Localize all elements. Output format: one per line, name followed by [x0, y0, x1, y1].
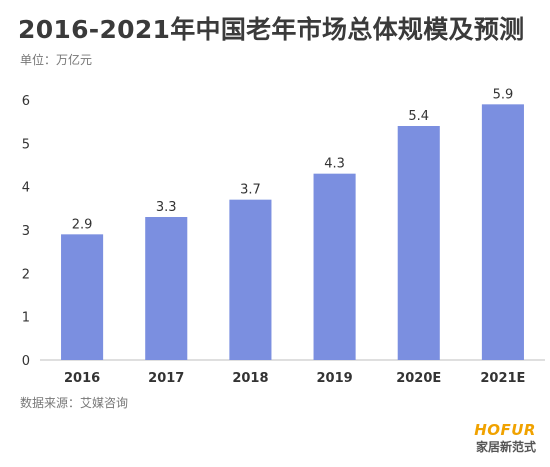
y-tick-label: 0 — [22, 354, 30, 369]
hofur-logo: HOFUR 家居新范式 — [474, 421, 536, 454]
x-tick-label: 2016 — [64, 371, 100, 386]
bar — [229, 199, 272, 360]
bar-chart: 0 1 2 3 4 5 6 2.9 2016 3.3 2017 3.7 2018 4.3 2019 5.4 20… — [22, 87, 545, 386]
y-tick-label: 1 — [22, 311, 30, 326]
bar — [61, 234, 104, 360]
logo-tagline: 家居新范式 — [475, 440, 536, 454]
data-label: 3.7 — [240, 183, 261, 198]
bar — [313, 173, 356, 360]
x-tick-label: 2021E — [480, 371, 525, 386]
x-tick-label: 2020E — [396, 371, 441, 386]
data-label: 5.9 — [493, 87, 514, 102]
y-tick-label: 6 — [22, 94, 30, 109]
data-label: 4.3 — [324, 157, 345, 172]
unit-label: 单位：万亿元 — [20, 53, 93, 67]
y-tick-label: 4 — [22, 181, 30, 196]
data-label: 2.9 — [72, 217, 93, 232]
data-label: 3.3 — [156, 200, 177, 215]
y-tick-label: 2 — [22, 267, 30, 282]
bar — [481, 104, 524, 360]
data-label: 5.4 — [408, 109, 429, 124]
source-label: 数据来源：艾媒咨询 — [20, 396, 129, 410]
y-tick-label: 3 — [22, 224, 30, 239]
x-tick-label: 2017 — [148, 371, 184, 386]
bar — [397, 126, 440, 360]
chart-title: 2016-2021年中国老年市场总体规模及预测 — [18, 15, 525, 44]
x-tick-label: 2019 — [316, 371, 352, 386]
logo-wordmark: HOFUR — [474, 421, 536, 439]
x-tick-label: 2018 — [232, 371, 268, 386]
bar — [145, 217, 188, 360]
y-tick-label: 5 — [22, 137, 30, 152]
